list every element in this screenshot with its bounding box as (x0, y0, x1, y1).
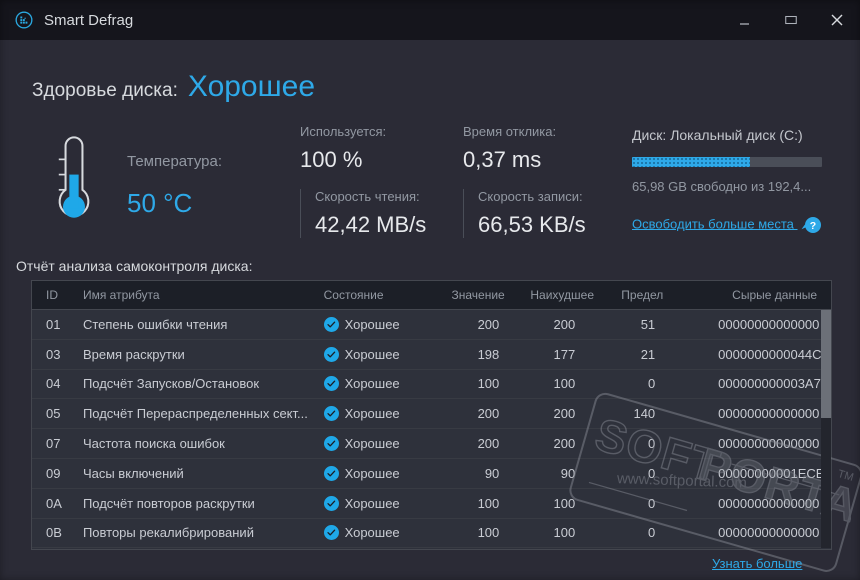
svg-text:?: ? (809, 220, 815, 232)
svg-text:TM: TM (836, 468, 855, 484)
